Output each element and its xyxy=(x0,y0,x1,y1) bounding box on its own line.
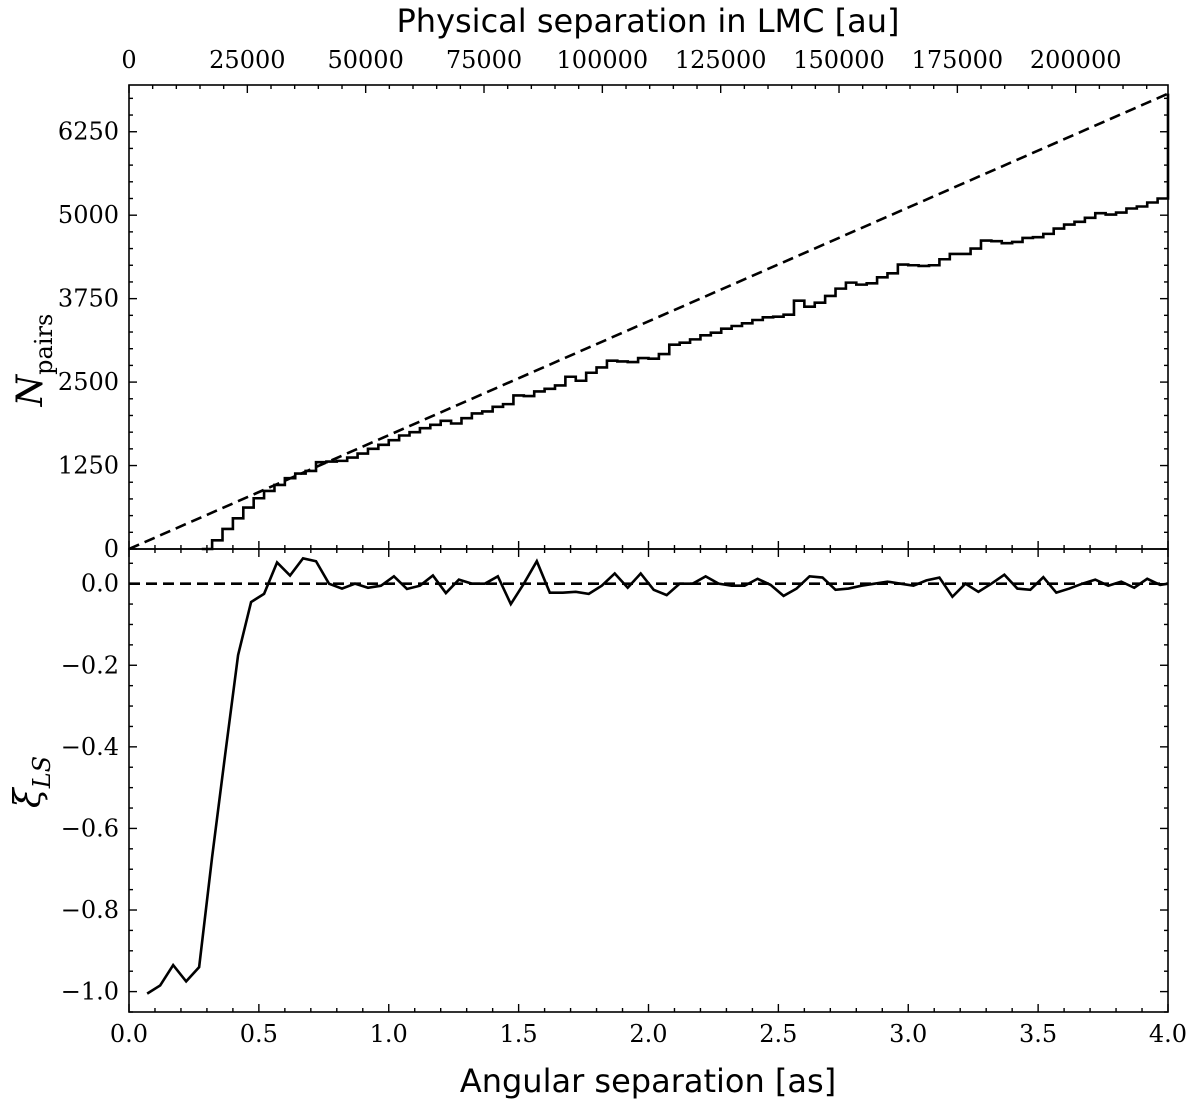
bottom-x-tick-label: 4.0 xyxy=(1149,1020,1187,1048)
top-y-axis-title: Npairs xyxy=(10,314,58,408)
top-x-tick-label: 25000 xyxy=(209,46,285,74)
top-x-tick-label: 125000 xyxy=(675,46,767,74)
top-y-axis-title-main: N xyxy=(10,373,51,407)
bottom-y-axis-title-sub: LS xyxy=(28,756,56,789)
bottom-y-tick-label: 0.0 xyxy=(81,570,119,598)
bottom-x-tick-label: 2.5 xyxy=(759,1020,797,1048)
bottom-panel xyxy=(129,556,1169,995)
top-x-tick-label: 0 xyxy=(121,46,136,74)
top-y-axis-title-sub: pairs xyxy=(30,314,58,375)
top-y-tick-label: 5000 xyxy=(58,201,119,229)
bottom-y-tick-label: −0.8 xyxy=(61,896,119,924)
bottom-y-axis-title: ξLS xyxy=(8,756,56,808)
top-panel xyxy=(128,92,1170,551)
top-x-tick-label: 100000 xyxy=(557,46,649,74)
top-y-tick-label: 6250 xyxy=(58,118,119,146)
xi-ls-curve xyxy=(146,556,1169,995)
bottom-x-tick-label: 2.0 xyxy=(629,1020,667,1048)
top-y-tick-label: 3750 xyxy=(58,285,119,313)
top-y-tick-label: 1250 xyxy=(58,452,119,480)
bottom-axis-title: Angular separation [as] xyxy=(460,1062,836,1100)
bottom-y-tick-label: −1.0 xyxy=(61,978,119,1006)
bottom-x-tick-label: 1.0 xyxy=(370,1020,408,1048)
expected-pairs-dashed-line xyxy=(128,92,1169,551)
bottom-x-tick-label: 3.5 xyxy=(1019,1020,1057,1048)
top-x-tick-label: 175000 xyxy=(912,46,1004,74)
histogram-steps xyxy=(201,93,1170,551)
bottom-y-axis-title-main: ξ xyxy=(8,786,49,808)
top-y-tick-label: 0 xyxy=(104,535,119,563)
top-x-tick-label: 200000 xyxy=(1030,46,1122,74)
bottom-x-tick-label: 0.0 xyxy=(110,1020,148,1048)
bottom-x-tick-label: 1.5 xyxy=(500,1020,538,1048)
bottom-y-tick-label: −0.6 xyxy=(61,814,119,842)
top-y-tick-label: 2500 xyxy=(58,368,119,396)
axis-ticks xyxy=(128,85,1169,1013)
bottom-y-tick-label: −0.4 xyxy=(61,733,119,761)
top-x-tick-label: 75000 xyxy=(446,46,522,74)
top-x-tick-label: 150000 xyxy=(793,46,885,74)
top-x-tick-label: 50000 xyxy=(327,46,403,74)
bottom-panel-frame xyxy=(128,548,1169,1013)
bottom-x-tick-label: 3.0 xyxy=(889,1020,927,1048)
tick-labels: 0 25000 50000 75000 100000 125000 150000 175000… xyxy=(58,46,1187,1048)
top-axis-title: Physical separation in LMC [au] xyxy=(396,2,899,40)
bottom-x-tick-label: 0.5 xyxy=(240,1020,278,1048)
bottom-y-tick-label: −0.2 xyxy=(61,651,119,679)
